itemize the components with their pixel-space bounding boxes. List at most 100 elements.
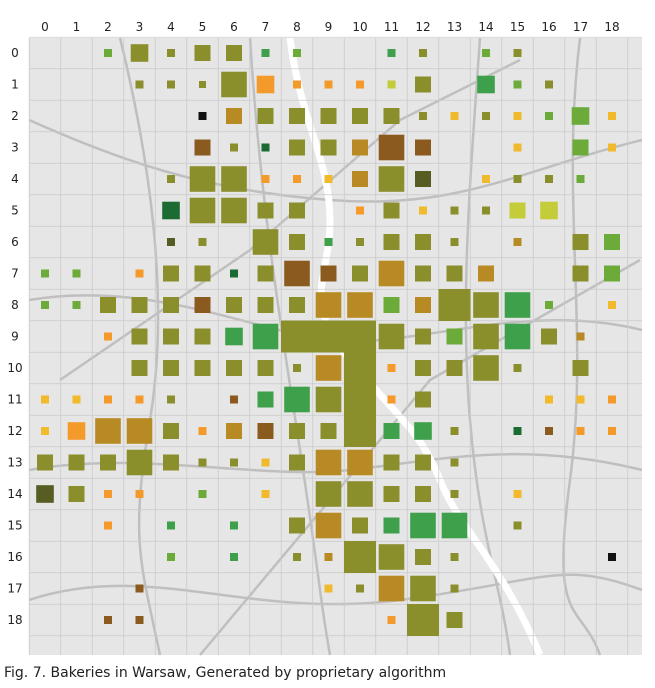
bakery-marker [387,49,396,57]
x-tick-label: 12 [415,20,430,34]
bakery-marker [225,327,243,346]
bakery-marker [545,175,553,183]
merged-bakery-block [344,320,376,447]
bakery-marker [126,449,153,476]
bakery-marker [450,206,459,215]
bakery-marker [450,112,459,120]
bakery-marker [324,80,333,89]
x-tick-label: 6 [230,20,238,34]
x-tick-label: 4 [167,20,175,34]
y-tick-label: 0 [11,46,19,60]
bakery-marker [315,481,342,507]
bakery-marker [504,323,531,350]
bakery-marker [545,301,553,309]
bakery-marker [541,328,557,345]
bakery-marker [284,386,310,413]
bakery-marker [473,323,499,350]
y-tick-label: 2 [11,109,19,123]
x-tick-label: 14 [478,20,493,34]
bakery-marker [163,423,179,439]
bakery-marker [167,553,175,561]
bakery-marker [320,139,337,156]
bakery-marker [230,521,238,530]
y-tick-label: 10 [7,361,22,375]
bakery-marker [72,269,81,278]
bakery-marker [126,418,153,444]
bakery-marker [226,108,242,124]
bakery-marker [415,139,431,156]
bakery-marker [289,423,305,439]
bakery-marker [36,485,54,503]
bakery-marker [100,454,116,471]
bakery-marker [226,45,242,61]
bakery-marker [608,301,616,309]
bakery-marker [41,427,49,435]
bakery-marker [482,112,490,120]
bakery-marker [572,139,589,156]
y-tick-label: 5 [11,204,19,218]
bakery-marker [130,44,149,62]
bakery-marker [415,360,431,376]
bakery-marker [415,391,431,408]
bakery-marker [163,454,179,471]
bakery-markers [36,44,620,636]
y-tick-label: 17 [7,582,22,596]
bakery-marker [198,238,207,246]
bakery-marker [383,234,400,250]
bakery-marker [289,454,305,471]
bakery-marker [387,80,396,89]
bakery-marker [95,418,121,444]
bakery-marker [257,202,274,219]
bakery-marker [450,584,459,593]
bakery-marker [604,234,620,250]
bakery-marker [135,490,144,498]
bakery-marker [198,427,207,435]
x-tick-label: 5 [199,20,207,34]
bakery-marker [261,49,270,57]
bakery-marker [415,454,431,471]
bakery-marker [540,201,558,220]
bakery-marker [131,328,148,345]
bakery-marker [415,76,431,93]
bakery-marker [415,297,431,313]
bakery-marker [230,269,238,278]
bakery-marker [252,323,279,350]
bakery-marker [446,265,463,282]
bakery-marker [545,80,553,89]
bakery-marker [383,108,400,124]
x-tick-label: 10 [352,20,367,34]
bakery-marker [378,134,405,161]
bakery-marker [513,80,522,89]
bakery-marker [230,458,238,467]
bakery-marker [289,139,305,156]
bakery-marker [162,201,180,220]
bakery-marker [315,449,342,476]
bakery-marker [72,301,81,309]
bakery-marker [131,360,148,376]
x-tick-label: 11 [384,20,399,34]
x-tick-label: 1 [73,20,81,34]
bakery-marker [324,238,333,246]
y-tick-label: 15 [7,519,22,533]
bakery-marker [315,292,342,318]
bakery-marker [410,575,436,602]
bakery-marker [324,584,333,593]
bakery-marker [450,238,459,246]
bakery-marker [131,297,148,313]
bakery-marker [194,360,211,376]
bakery-marker [450,427,459,435]
bakery-marker [230,395,238,404]
bakery-marker [572,265,589,282]
bakery-marker [383,486,400,502]
bakery-marker [167,49,175,57]
bakery-marker [608,112,616,120]
bakery-marker [407,604,439,636]
bakery-marker [450,553,459,561]
bakery-marker [104,616,112,624]
bakery-marker [167,238,175,246]
bakery-marker [135,269,144,278]
y-tick-label: 6 [11,235,19,249]
bakery-marker [289,202,305,219]
bakery-marker [378,544,405,570]
bakery-marker [415,328,431,345]
